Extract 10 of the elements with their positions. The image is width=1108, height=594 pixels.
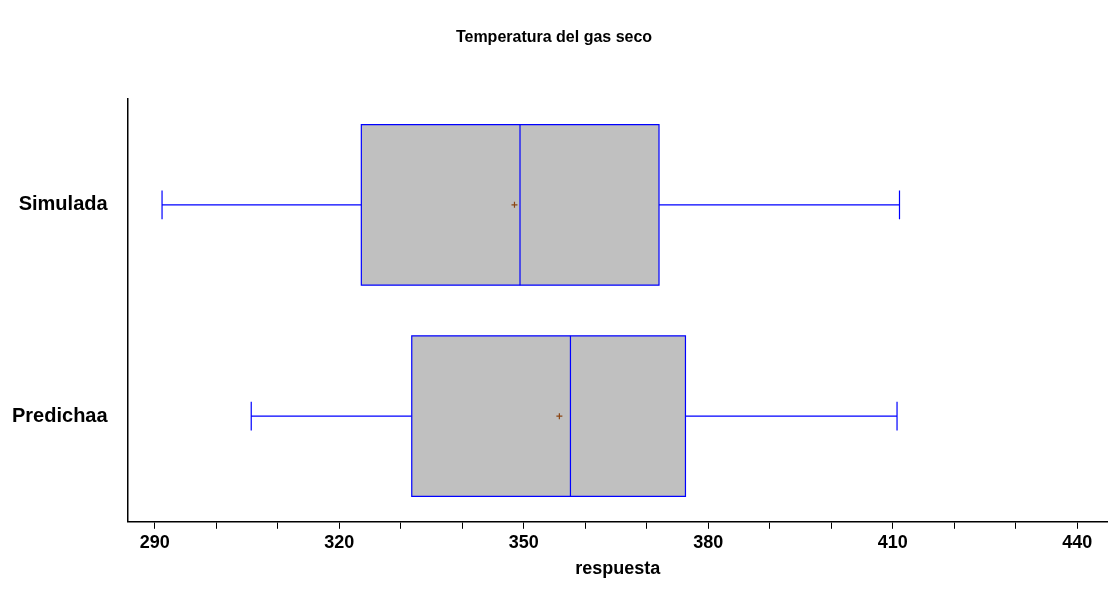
- x-tick-label: 290: [139, 531, 170, 552]
- x-tick-label: 320: [324, 531, 355, 552]
- x-axis-title: respuesta: [575, 558, 662, 579]
- chart-title: Temperatura del gas seco: [455, 28, 653, 46]
- x-tick-label: 410: [877, 531, 908, 552]
- y-tick-label: Simulada: [18, 192, 109, 215]
- x-tick-label: 380: [693, 531, 724, 552]
- x-tick-label: 440: [1062, 531, 1093, 552]
- x-tick-label: 350: [508, 531, 539, 552]
- y-tick-label: Predichaa: [12, 403, 109, 426]
